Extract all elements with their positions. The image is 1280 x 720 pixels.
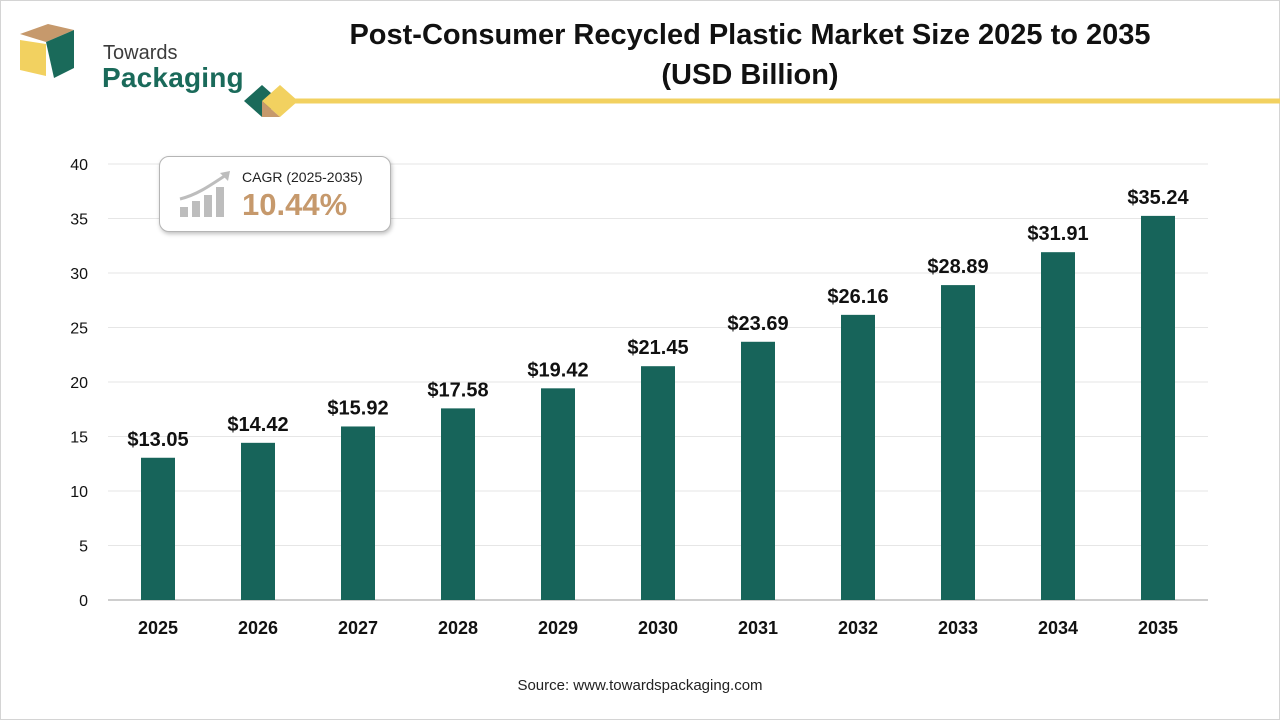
chart-title: Post-Consumer Recycled Plastic Market Si… (349, 19, 1151, 51)
x-tick-label: 2035 (1138, 618, 1178, 638)
box-logo-icon (20, 24, 74, 78)
data-label: $13.05 (127, 429, 188, 451)
data-label: $26.16 (827, 286, 888, 308)
x-tick-label: 2026 (238, 618, 278, 638)
cagr-label: CAGR (2025-2035) (242, 169, 363, 185)
bar (941, 285, 975, 600)
y-tick-label: 10 (70, 484, 88, 501)
y-tick-label: 0 (79, 593, 88, 610)
chart-subtitle: (USD Billion) (661, 59, 839, 91)
y-tick-label: 25 (70, 321, 88, 338)
cagr-value: 10.44% (242, 187, 348, 222)
x-tick-label: 2031 (738, 618, 778, 638)
x-tick-label: 2028 (438, 618, 478, 638)
y-tick-label: 15 (70, 430, 88, 447)
y-tick-label: 30 (70, 266, 88, 283)
y-tick-label: 20 (70, 375, 88, 392)
bar (241, 442, 275, 600)
x-tick-label: 2025 (138, 618, 178, 638)
bar (1141, 215, 1175, 600)
data-label: $28.89 (927, 256, 988, 278)
x-tick-label: 2034 (1038, 618, 1078, 638)
bar (541, 388, 575, 600)
x-tick-label: 2029 (538, 618, 578, 638)
data-label: $35.24 (1127, 187, 1189, 209)
data-label: $17.58 (427, 379, 488, 401)
y-tick-label: 5 (79, 539, 88, 556)
data-label: $15.92 (327, 397, 388, 419)
bar (841, 314, 875, 600)
data-label: $14.42 (227, 414, 288, 436)
data-label: $19.42 (527, 359, 588, 381)
data-label: $21.45 (627, 337, 688, 359)
bar (1041, 252, 1075, 600)
brand-name-line1: Towards (103, 42, 178, 64)
data-label: $23.69 (727, 313, 788, 335)
data-label: $31.91 (1027, 223, 1088, 245)
bar (641, 366, 675, 600)
bar (341, 426, 375, 600)
x-tick-label: 2030 (638, 618, 678, 638)
brand-name-line2: Packaging (102, 62, 244, 93)
x-tick-label: 2032 (838, 618, 878, 638)
header-divider (244, 85, 1280, 117)
brand-logo: Towards Packaging (18, 20, 248, 93)
growth-chart-icon (179, 171, 230, 217)
y-tick-label: 40 (70, 157, 88, 174)
y-tick-label: 35 (70, 212, 88, 229)
bar (141, 457, 175, 600)
cagr-callout: CAGR (2025-2035) 10.44% (159, 156, 391, 232)
x-tick-label: 2033 (938, 618, 978, 638)
x-tick-label: 2027 (338, 618, 378, 638)
bar (441, 408, 475, 600)
bar (741, 341, 775, 600)
source-note: Source: www.towardspackaging.com (517, 677, 763, 694)
